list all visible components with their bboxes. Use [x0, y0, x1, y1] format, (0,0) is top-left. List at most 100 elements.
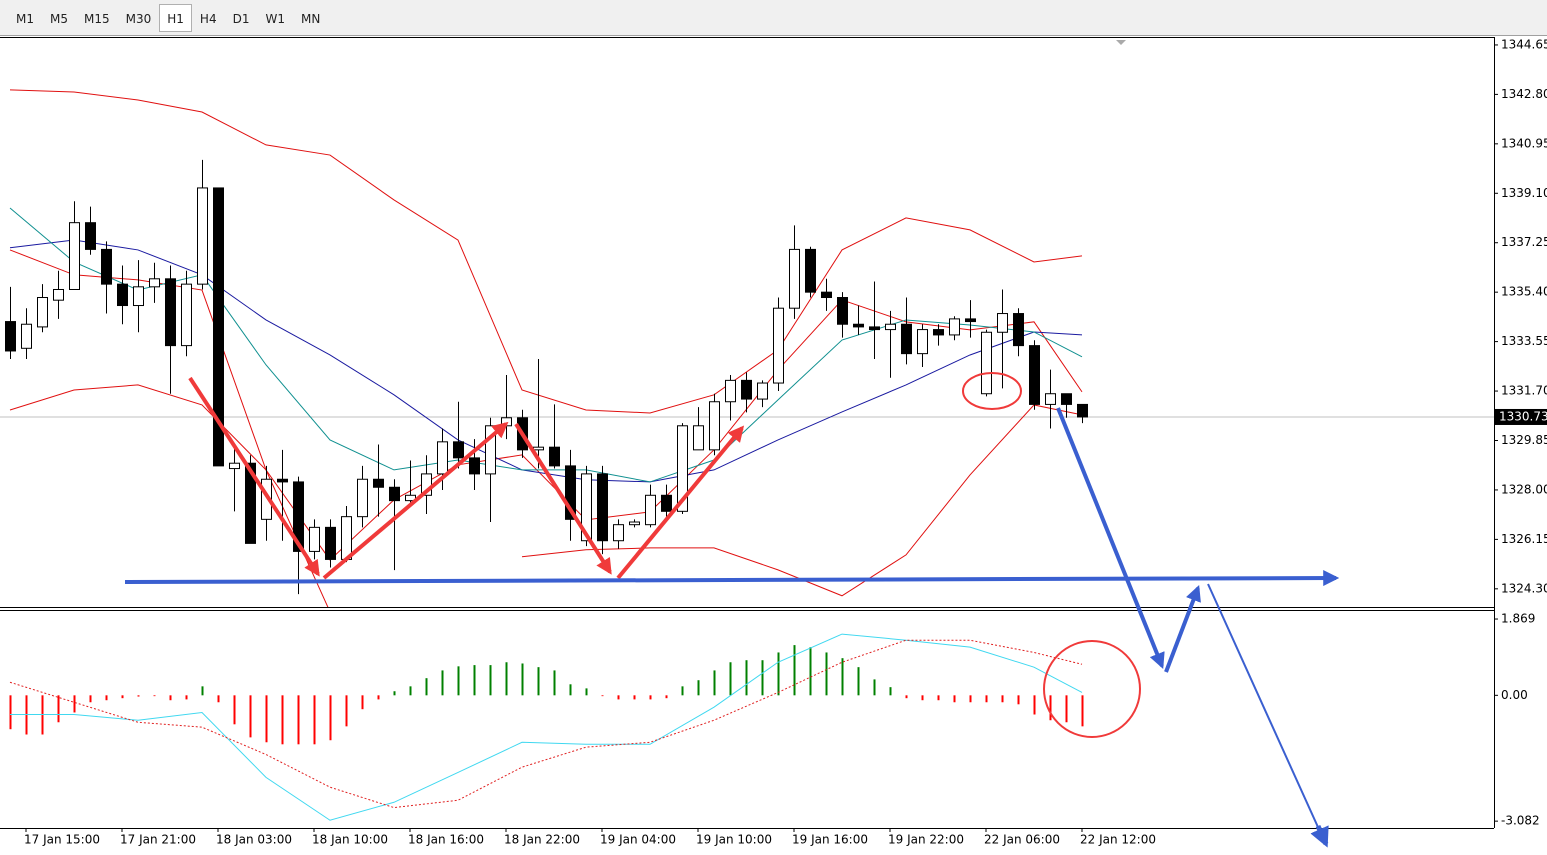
candle-body: [5, 321, 16, 352]
y-tick-label: 1.869: [1501, 612, 1535, 626]
red-circle: [962, 372, 1022, 410]
current-price-label: 1330.73: [1499, 409, 1547, 423]
price-panel: [0, 89, 1494, 607]
candle-body: [565, 465, 576, 520]
candle-body: [1045, 393, 1056, 405]
candle-body: [165, 278, 176, 347]
candle-body: [581, 473, 592, 542]
y-tick-label: 1344.65: [1501, 37, 1547, 51]
indicator-line: [9, 239, 1083, 483]
candle-body: [997, 313, 1008, 333]
candle-body: [277, 478, 288, 483]
candle-body: [853, 323, 864, 328]
y-tick-label: 1339.10: [1501, 186, 1547, 200]
current-price-box: [1495, 408, 1547, 425]
x-tick-label: 22 Jan 12:00: [1080, 833, 1156, 847]
timeframe-button[interactable]: W1: [265, 11, 285, 26]
indicator-line: [9, 384, 1083, 607]
x-tick-label: 19 Jan 10:00: [696, 833, 772, 847]
timeframe-button[interactable]: M1: [16, 11, 34, 26]
candle-body: [533, 446, 544, 451]
candle-body: [37, 297, 48, 328]
candle-body: [709, 401, 720, 451]
candle-body: [949, 318, 960, 336]
candle-body: [389, 486, 400, 502]
x-tick-label: 18 Jan 03:00: [216, 833, 292, 847]
candle-body: [181, 283, 192, 347]
candle-body: [1077, 403, 1088, 418]
candle-body: [213, 187, 224, 467]
candle-body: [885, 323, 896, 331]
candle-body: [101, 248, 112, 285]
macd-line: [9, 639, 1083, 809]
x-tick-label: 19 Jan 04:00: [600, 833, 676, 847]
candle-body: [901, 323, 912, 355]
y-tick-label: 0.00: [1501, 688, 1528, 702]
candle-body: [661, 494, 672, 512]
blue-arrow: [1164, 585, 1201, 673]
candle-body: [373, 478, 384, 488]
y-tick-label: 1333.55: [1501, 334, 1547, 348]
candle-body: [469, 457, 480, 475]
candle-body: [357, 478, 368, 518]
timeframe-toolbar: M1 M5 M15 M30 H1 H4 D1 W1 MN: [0, 0, 1547, 36]
candle-body: [1061, 393, 1072, 405]
candle-body: [1029, 345, 1040, 405]
macd-line: [10, 633, 1083, 821]
x-tick-label: 19 Jan 22:00: [888, 833, 964, 847]
timeframe-button[interactable]: M15: [84, 11, 110, 26]
red-arrow: [322, 421, 509, 580]
y-tick-label: 1342.80: [1501, 87, 1547, 101]
candle-body: [453, 441, 464, 459]
candle-body: [773, 307, 784, 384]
candle-body: [1013, 313, 1024, 347]
candle-body: [197, 187, 208, 285]
timeframe-button[interactable]: H4: [199, 11, 217, 26]
candle-body: [21, 323, 32, 349]
red-circle: [1043, 640, 1141, 738]
timeframe-button[interactable]: MN: [300, 11, 321, 26]
timeframe-button[interactable]: H1: [159, 3, 192, 32]
candle-body: [325, 526, 336, 560]
chart: 1344.65 1342.80 1340.95 1339.10 1337.25 1335.…: [0, 37, 1547, 855]
x-tick-label: 19 Jan 16:00: [792, 833, 868, 847]
candle-body: [613, 524, 624, 542]
annotations: [124, 372, 1340, 848]
y-tick-label: 1331.70: [1501, 384, 1547, 398]
blue-arrow: [124, 570, 1340, 587]
y-tick-label: 1337.25: [1501, 235, 1547, 249]
candle-body: [437, 441, 448, 475]
candle-body: [837, 297, 848, 325]
shift-marker: [1116, 40, 1126, 45]
blue-line: [1207, 583, 1323, 837]
indicator-line: [9, 207, 1083, 483]
candle-body: [117, 283, 128, 307]
red-arrow: [514, 422, 612, 575]
x-tick-label: 17 Jan 21:00: [120, 833, 196, 847]
candle-body: [821, 291, 832, 299]
candle-body: [629, 521, 640, 526]
candle-body: [597, 473, 608, 542]
candle-body: [85, 222, 96, 250]
candle-body: [677, 425, 688, 512]
candle-body: [341, 516, 352, 560]
macd-panel: [9, 633, 1084, 821]
timeframe-button[interactable]: D1: [232, 11, 250, 26]
timeframe-button[interactable]: M30: [125, 11, 152, 26]
indicator-line: [9, 89, 1083, 414]
red-arrow: [188, 376, 320, 577]
y-tick-label: 1335.40: [1501, 285, 1547, 299]
candle-body: [981, 331, 992, 395]
y-tick-label: 1324.30: [1501, 581, 1547, 595]
blue-arrow: [1056, 407, 1165, 669]
candle-body: [917, 329, 928, 355]
timeframe-button[interactable]: M5: [50, 11, 68, 26]
candle-body: [53, 288, 64, 301]
y-tick-label: 1329.85: [1501, 433, 1547, 447]
candle-body: [229, 462, 240, 470]
candle-body: [549, 446, 560, 467]
x-tick-label: 18 Jan 10:00: [312, 833, 388, 847]
candle-body: [293, 481, 304, 552]
candle-body: [933, 329, 944, 336]
